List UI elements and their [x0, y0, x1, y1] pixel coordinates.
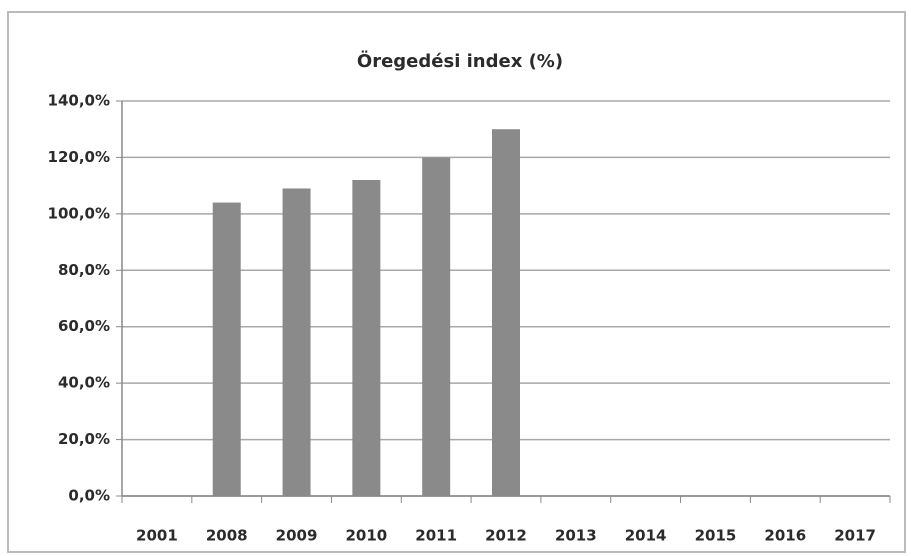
bar — [422, 157, 451, 496]
chart-frame — [7, 11, 906, 553]
y-tick-label: 120,0% — [48, 148, 110, 166]
x-tick-label: 2015 — [695, 527, 737, 545]
chart-title: Öregedési index (%) — [357, 50, 563, 72]
y-tick-label: 0,0% — [68, 487, 110, 505]
x-tick-label: 2010 — [345, 527, 387, 545]
bar — [352, 180, 381, 496]
x-tick-label: 2016 — [764, 527, 806, 545]
x-tick-label: 2001 — [136, 527, 178, 545]
bar — [492, 129, 520, 496]
x-tick-label: 2009 — [276, 527, 318, 545]
y-tick-label: 80,0% — [58, 261, 110, 279]
bar — [212, 202, 241, 497]
x-tick-label: 2014 — [625, 527, 667, 545]
y-tick-label: 140,0% — [48, 92, 110, 110]
x-tick-label: 2017 — [834, 527, 876, 545]
y-tick-label: 60,0% — [58, 317, 110, 335]
x-tick-label: 2008 — [206, 527, 248, 545]
y-tick-label: 100,0% — [48, 204, 110, 222]
y-tick-label: 40,0% — [58, 374, 110, 392]
x-tick-label: 2012 — [485, 527, 527, 545]
x-tick-label: 2011 — [415, 527, 457, 545]
bar — [282, 188, 311, 496]
x-tick-label: 2013 — [555, 527, 597, 545]
y-tick-label: 20,0% — [58, 430, 110, 448]
